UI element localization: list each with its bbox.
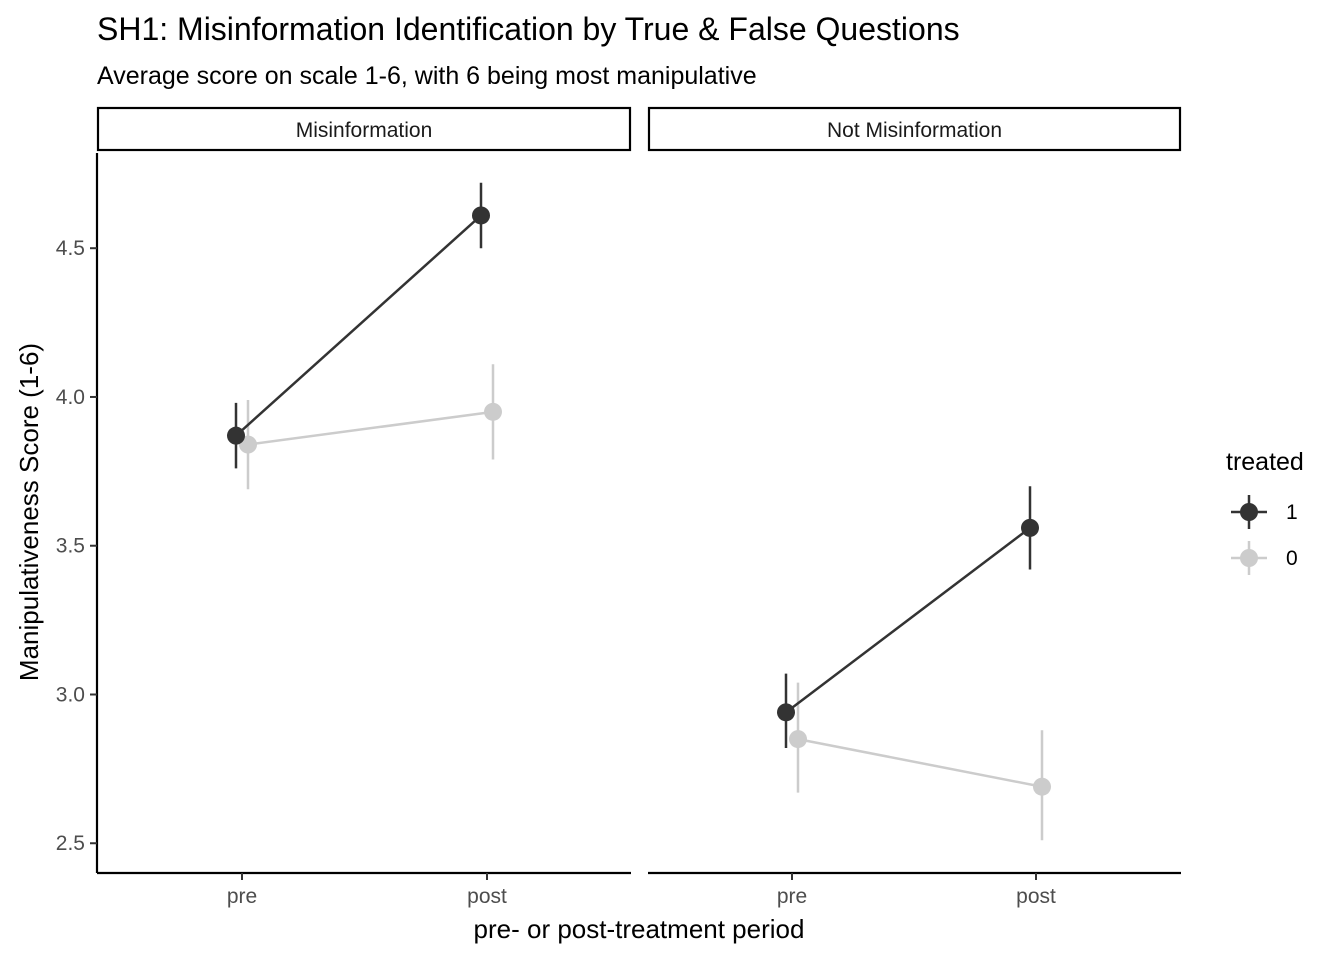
series-treated-1: [777, 486, 1039, 749]
series-line: [235, 214, 482, 437]
series-treated-1: [227, 182, 490, 469]
legend-label: 1: [1286, 501, 1298, 524]
legend-key-point: [1240, 503, 1258, 521]
series-treated-0: [789, 682, 1051, 841]
series-line: [785, 526, 1031, 714]
legend-label: 0: [1286, 547, 1298, 570]
data-point: [1021, 518, 1039, 537]
legend-entry-1: 1: [1231, 495, 1298, 529]
chart-subtitle: Average score on scale 1-6, with 6 being…: [97, 62, 757, 90]
panel-1: Misinformation pre post 2.5 3.0 3.5 4.0 4.5: [56, 106, 632, 908]
x-tick-label: post: [467, 885, 507, 908]
legend-key-point: [1240, 549, 1258, 567]
x-tick-label: pre: [777, 885, 807, 908]
x-axis-label: pre- or post-treatment period: [474, 914, 805, 944]
y-tick-label: 4.0: [56, 386, 85, 409]
data-point: [484, 402, 502, 421]
y-tick-label: 3.5: [56, 535, 85, 558]
plot-area: Misinformation pre post 2.5 3.0 3.5 4.0 4.5 Not …: [56, 106, 1182, 908]
legend: treated 1 0: [1226, 448, 1304, 575]
data-point: [227, 426, 245, 445]
panel-2: Not Misinformation pre post: [647, 106, 1182, 908]
y-axis-label: Manipulativeness Score (1-6): [14, 343, 44, 681]
chart-title: SH1: Misinformation Identification by Tr…: [97, 11, 960, 47]
panel-strip-label: Misinformation: [296, 119, 433, 142]
data-point: [472, 206, 490, 225]
data-point: [789, 730, 807, 749]
x-tick-label: pre: [227, 885, 257, 908]
legend-entry-0: 0: [1231, 541, 1298, 575]
series-line: [247, 410, 494, 446]
data-point: [777, 703, 795, 722]
panel-strip: [96, 106, 632, 152]
legend-title: treated: [1226, 448, 1304, 476]
panel-strip-label: Not Misinformation: [827, 119, 1002, 142]
data-point: [1033, 777, 1051, 796]
y-tick-label: 4.5: [56, 237, 85, 260]
series-line: [797, 737, 1043, 788]
series-treated-0: [239, 364, 502, 490]
panel-strip: [647, 106, 1182, 152]
x-tick-label: post: [1016, 885, 1056, 908]
y-tick-label: 2.5: [56, 832, 85, 855]
y-tick-label: 3.0: [56, 683, 85, 706]
